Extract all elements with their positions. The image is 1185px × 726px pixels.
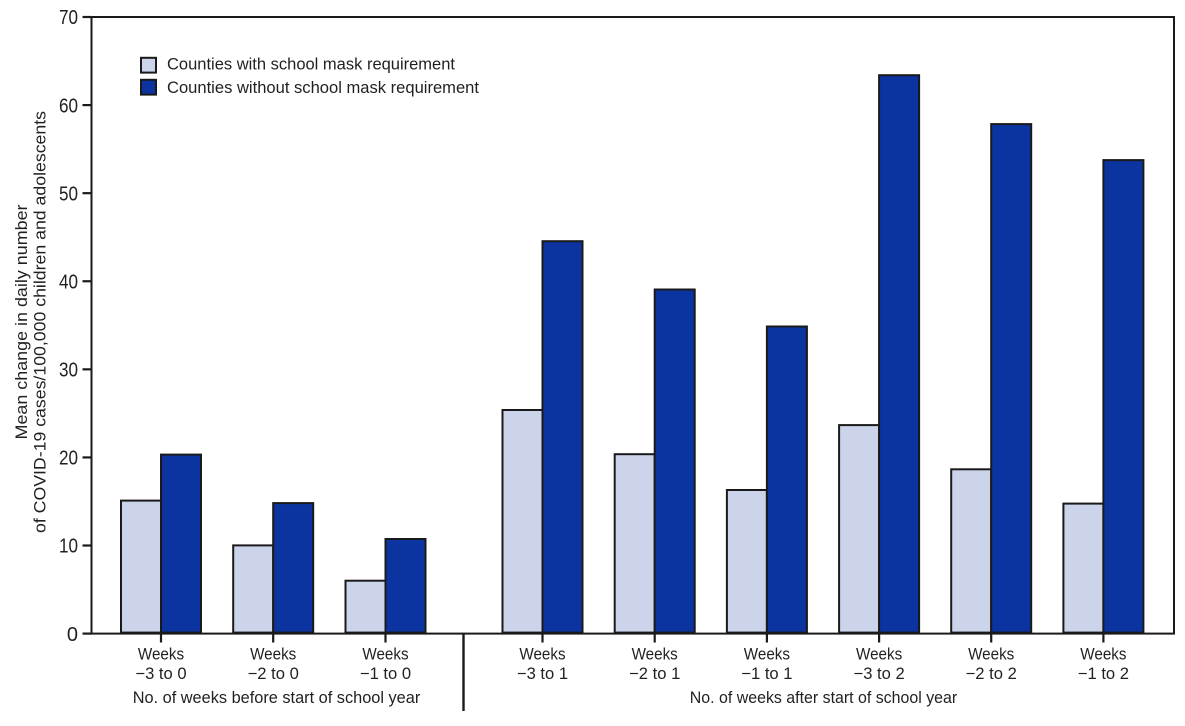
- svg-text:No. of weeks before start of s: No. of weeks before start of school year: [133, 689, 421, 707]
- svg-text:50: 50: [59, 183, 78, 205]
- svg-text:−1 to 0: −1 to 0: [360, 665, 411, 683]
- svg-text:0: 0: [67, 624, 78, 646]
- svg-text:Weeks: Weeks: [744, 645, 790, 663]
- svg-text:Weeks: Weeks: [362, 645, 408, 663]
- svg-text:Weeks: Weeks: [856, 645, 902, 663]
- svg-text:Weeks: Weeks: [519, 645, 565, 663]
- svg-text:30: 30: [59, 360, 78, 382]
- svg-text:−2 to 1: −2 to 1: [629, 665, 680, 683]
- svg-text:Weeks: Weeks: [632, 645, 678, 663]
- svg-text:20: 20: [59, 448, 78, 470]
- svg-text:Weeks: Weeks: [1080, 645, 1126, 663]
- svg-text:60: 60: [59, 95, 78, 117]
- svg-text:−2 to 0: −2 to 0: [248, 665, 299, 683]
- svg-text:Weeks: Weeks: [968, 645, 1014, 663]
- svg-text:Weeks: Weeks: [138, 645, 184, 663]
- svg-text:Counties without school mask r: Counties without school mask requirement: [167, 78, 479, 97]
- svg-text:Weeks: Weeks: [250, 645, 296, 663]
- svg-text:70: 70: [59, 7, 78, 29]
- svg-text:of COVID-19 cases/100,000 chil: of COVID-19 cases/100,000 children and a…: [31, 111, 50, 533]
- svg-text:Counties with school mask requ: Counties with school mask requirement: [167, 55, 455, 74]
- svg-text:40: 40: [59, 271, 78, 293]
- svg-text:No. of weeks after start of sc: No. of weeks after start of school year: [690, 689, 958, 707]
- svg-text:10: 10: [59, 536, 78, 558]
- svg-text:−3 to 0: −3 to 0: [135, 665, 186, 683]
- svg-text:−1 to 1: −1 to 1: [741, 665, 792, 683]
- svg-text:−2 to 2: −2 to 2: [966, 665, 1017, 683]
- svg-text:−3 to 2: −3 to 2: [854, 665, 905, 683]
- svg-text:−1 to 2: −1 to 2: [1078, 665, 1129, 683]
- svg-text:−3 to 1: −3 to 1: [517, 665, 568, 683]
- svg-text:Mean change in daily number: Mean change in daily number: [12, 204, 31, 439]
